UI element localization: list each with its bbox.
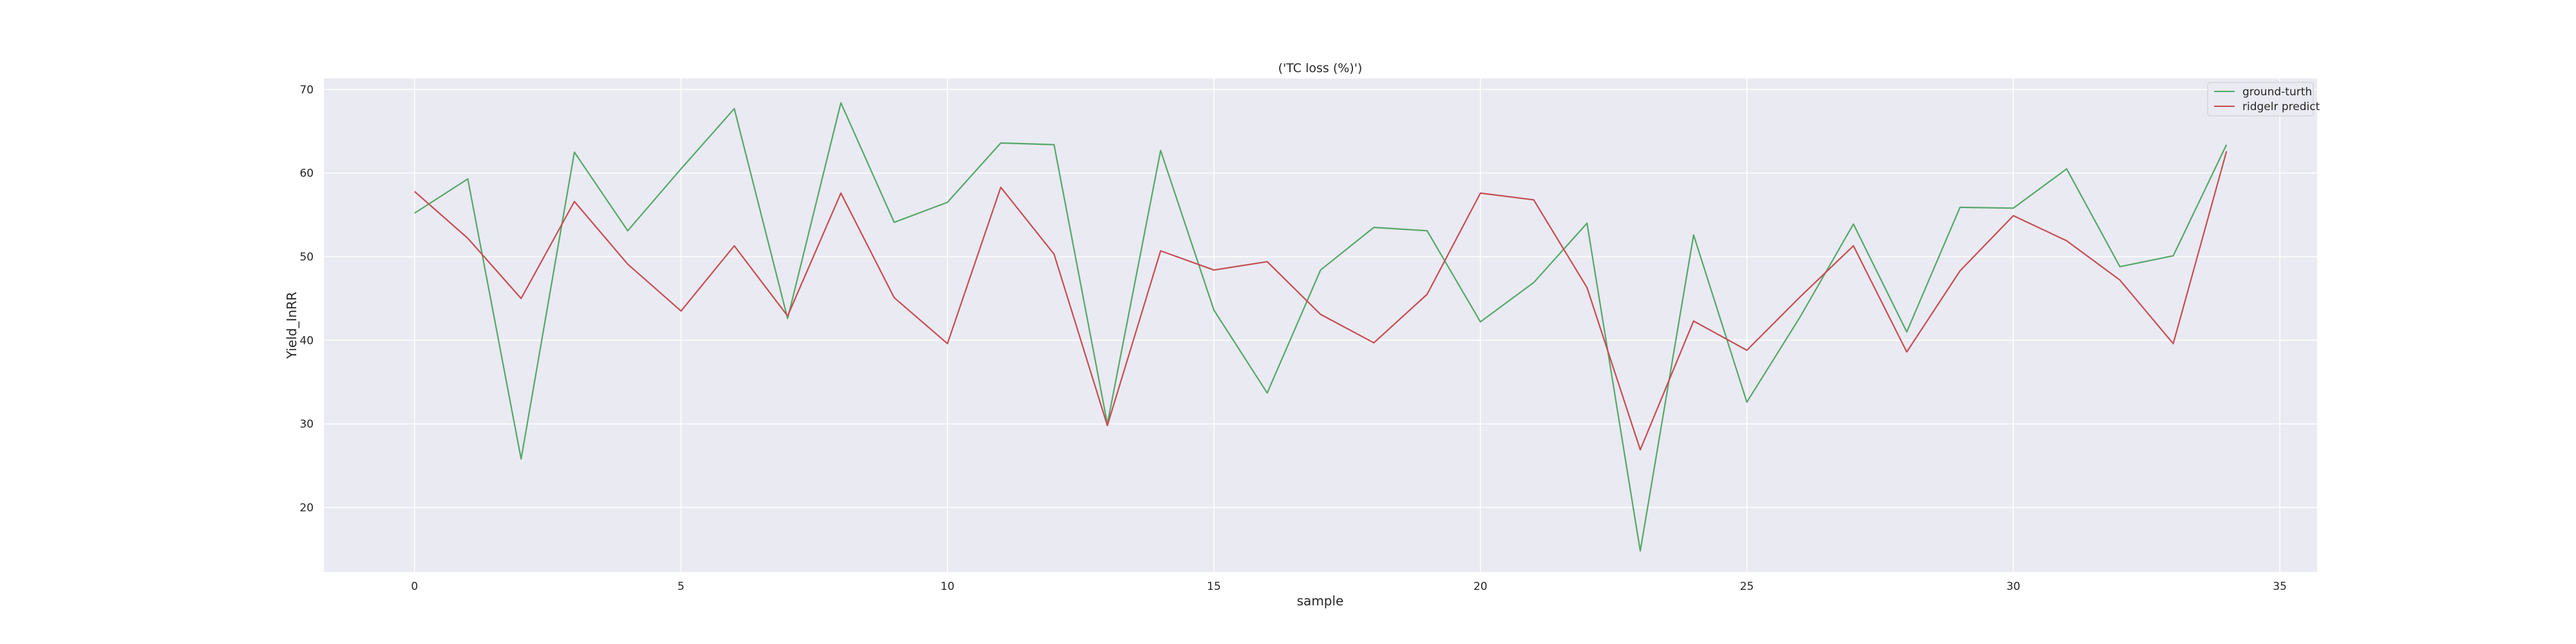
grid-lines	[324, 79, 2317, 572]
plot-area	[324, 79, 2317, 572]
series-line-ground-turth	[414, 102, 2228, 552]
chart-title: ('TC loss (%)')	[1278, 61, 1363, 75]
x-tick-label: 20	[1473, 580, 1488, 593]
x-tick-label: 15	[1207, 580, 1221, 593]
x-tick-label: 25	[1740, 580, 1754, 593]
y-tick-label: 70	[299, 84, 314, 97]
legend-label-ridgelr-predict: ridgelr predict	[2242, 100, 2320, 113]
x-tick-labels: 0 5 10 15 20 25 30 35	[411, 580, 2287, 593]
x-tick-label: 5	[677, 580, 685, 593]
x-tick-label: 10	[940, 580, 954, 593]
y-axis-label: Yield_InRR	[284, 292, 299, 359]
x-axis-label: sample	[1297, 593, 1344, 609]
x-tick-label: 30	[2006, 580, 2020, 593]
y-tick-label: 60	[299, 167, 314, 180]
legend: ground-turth ridgelr predict	[2207, 82, 2320, 117]
y-tick-label: 20	[299, 502, 314, 515]
y-tick-label: 40	[299, 334, 314, 347]
legend-label-ground-truth: ground-turth	[2242, 86, 2312, 99]
series-lines	[413, 102, 2228, 552]
y-tick-labels: 20 30 40 50 60 70	[299, 84, 314, 515]
x-tick-label: 35	[2273, 580, 2287, 593]
y-tick-label: 50	[299, 251, 314, 264]
x-tick-label: 0	[411, 580, 418, 593]
y-tick-label: 30	[299, 418, 314, 431]
series-line-ridgelr-predict	[413, 151, 2228, 451]
